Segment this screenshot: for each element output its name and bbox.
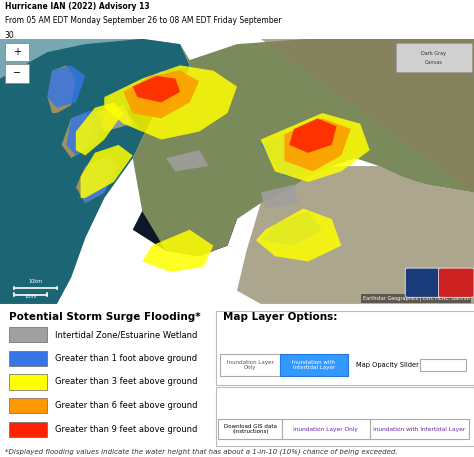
Polygon shape	[104, 65, 237, 139]
Polygon shape	[123, 71, 199, 118]
Polygon shape	[95, 105, 133, 132]
Polygon shape	[47, 65, 85, 108]
Polygon shape	[133, 76, 180, 102]
Bar	[9, 398, 47, 414]
Text: Greater than 9 feet above ground: Greater than 9 feet above ground	[55, 425, 197, 434]
Polygon shape	[166, 150, 209, 171]
Polygon shape	[76, 158, 114, 203]
FancyBboxPatch shape	[218, 419, 282, 439]
Text: Inundation Layer
Only: Inundation Layer Only	[227, 360, 273, 370]
Text: 10km: 10km	[28, 279, 43, 284]
Polygon shape	[0, 39, 190, 304]
Text: Greater than 3 feet above ground: Greater than 3 feet above ground	[55, 377, 197, 387]
Bar	[9, 327, 47, 342]
Polygon shape	[261, 113, 370, 182]
Text: Potential Storm Surge Flooding*: Potential Storm Surge Flooding*	[9, 312, 201, 322]
Text: +: +	[13, 47, 21, 57]
Text: From 05 AM EDT Monday September 26 to 08 AM EDT Friday September: From 05 AM EDT Monday September 26 to 08…	[5, 16, 281, 25]
Polygon shape	[81, 155, 118, 203]
Polygon shape	[142, 230, 213, 272]
Text: Earthstar Geographics | Esri, HERE, Garmin: Earthstar Geographics | Esri, HERE, Garm…	[363, 296, 469, 301]
Text: Download GIS data
(Instructions): Download GIS data (Instructions)	[224, 424, 277, 435]
Text: Map Opacity Slider: Map Opacity Slider	[356, 362, 419, 368]
FancyBboxPatch shape	[370, 419, 469, 439]
Polygon shape	[128, 65, 246, 150]
FancyBboxPatch shape	[420, 359, 466, 371]
Polygon shape	[66, 111, 104, 155]
Polygon shape	[76, 102, 123, 155]
FancyBboxPatch shape	[220, 354, 280, 376]
Polygon shape	[81, 145, 133, 198]
FancyBboxPatch shape	[5, 43, 29, 61]
Text: Map Layer Options:: Map Layer Options:	[223, 312, 337, 322]
FancyBboxPatch shape	[280, 354, 348, 376]
Text: *Displayed flooding values indicate the water height that has about a 1-in-10 (1: *Displayed flooding values indicate the …	[5, 449, 397, 456]
Polygon shape	[62, 113, 95, 158]
Text: Inundation with
Intertidal Layer: Inundation with Intertidal Layer	[292, 360, 335, 370]
Text: Canvas: Canvas	[425, 60, 443, 65]
Polygon shape	[0, 39, 190, 304]
Text: 10mi: 10mi	[25, 294, 37, 299]
Polygon shape	[47, 65, 76, 113]
FancyBboxPatch shape	[438, 268, 474, 298]
Text: Inundation Layer Only: Inundation Layer Only	[293, 426, 358, 431]
FancyBboxPatch shape	[282, 419, 370, 439]
Polygon shape	[284, 118, 351, 171]
Text: Hurricane IAN (2022) Advisory 13: Hurricane IAN (2022) Advisory 13	[5, 2, 149, 11]
Polygon shape	[256, 208, 341, 261]
Bar	[9, 351, 47, 366]
Text: Inundation with Intertidal Layer: Inundation with Intertidal Layer	[374, 426, 465, 431]
Polygon shape	[261, 185, 299, 208]
FancyBboxPatch shape	[5, 64, 29, 83]
FancyBboxPatch shape	[396, 43, 472, 72]
Polygon shape	[289, 118, 337, 153]
Polygon shape	[85, 39, 474, 256]
FancyBboxPatch shape	[216, 311, 474, 385]
Text: 30: 30	[5, 31, 15, 40]
Text: Dark Gray: Dark Gray	[421, 51, 446, 56]
Bar	[9, 422, 47, 437]
Polygon shape	[261, 211, 322, 245]
Bar	[9, 374, 47, 390]
Text: Greater than 1 foot above ground: Greater than 1 foot above ground	[55, 354, 197, 363]
Text: −: −	[13, 68, 21, 78]
Polygon shape	[133, 192, 237, 256]
Text: Greater than 6 feet above ground: Greater than 6 feet above ground	[55, 401, 197, 410]
FancyBboxPatch shape	[405, 268, 441, 298]
Polygon shape	[261, 124, 332, 177]
Text: Intertidal Zone/Estuarine Wetland: Intertidal Zone/Estuarine Wetland	[55, 330, 197, 339]
Polygon shape	[237, 39, 474, 304]
FancyBboxPatch shape	[216, 388, 474, 446]
Polygon shape	[133, 71, 180, 102]
